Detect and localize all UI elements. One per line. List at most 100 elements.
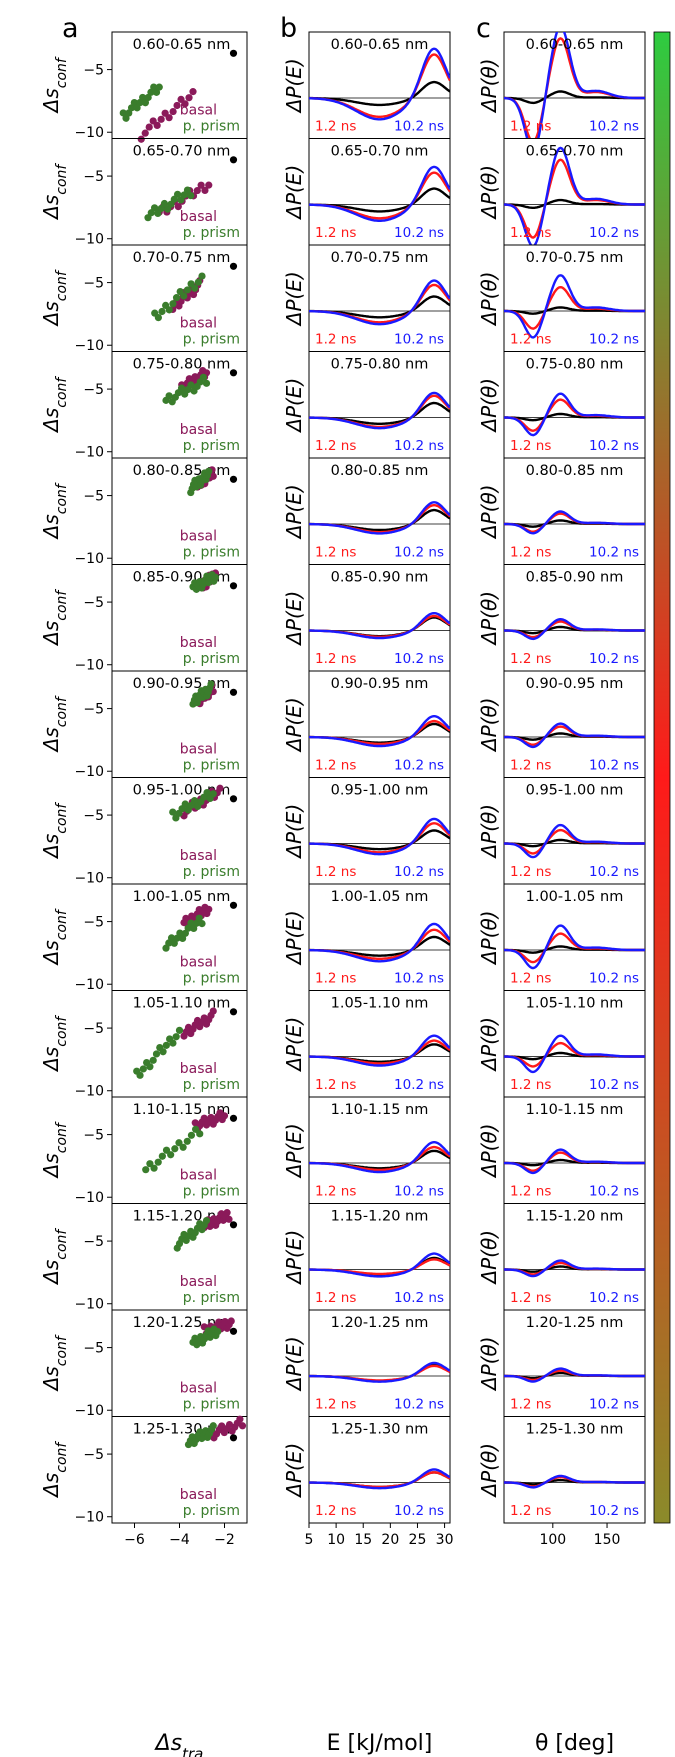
data-point (209, 472, 217, 480)
y-tick-label: −10 (74, 338, 104, 354)
y-axis-label: ΔP(θ) (477, 804, 501, 860)
annotation-late: 10.2 ns (589, 545, 639, 561)
blue-curve (504, 1367, 645, 1383)
black-curve (309, 508, 450, 532)
annotation-late: 10.2 ns (589, 1077, 639, 1093)
legend-prism: p. prism (183, 225, 240, 241)
legend-basal: basal (180, 316, 217, 332)
data-point (191, 284, 199, 292)
annotation-early: 1.2 ns (315, 758, 356, 774)
data-point (162, 1146, 171, 1154)
angle-subplot: 1.15-1.20 nm 1.2 ns 10.2 ns ΔP(θ) (477, 1203, 646, 1311)
y-axis-label: ΔP(θ) (477, 165, 501, 221)
y-axis-label: ΔP(E) (282, 1123, 306, 1179)
angle-subplot: 0.90-0.95 nm 1.2 ns 10.2 ns ΔP(θ) (477, 670, 646, 778)
data-point (155, 83, 163, 91)
curve-area (504, 1148, 645, 1175)
data-point (211, 573, 220, 581)
data-point (174, 203, 182, 211)
reference-point (229, 49, 238, 57)
annotation-late: 10.2 ns (394, 545, 444, 561)
data-point (142, 1166, 150, 1174)
annotation-early: 1.2 ns (510, 545, 551, 561)
angle-subplot: 1.00-1.05 nm 1.2 ns 10.2 ns ΔP(θ) (477, 883, 646, 991)
legend-basal: basal (180, 1061, 217, 1077)
data-point (119, 109, 127, 117)
legend-basal: basal (180, 1487, 217, 1503)
curve-area (309, 1034, 450, 1067)
y-tick-label: −10 (74, 764, 104, 780)
y-axis-label: Δsconf (39, 1015, 70, 1073)
black-curve (309, 935, 450, 957)
bin-label: 0.60-0.65 nm (331, 37, 429, 53)
black-curve (309, 80, 450, 107)
bin-label: 1.20-1.25 nm (526, 1315, 624, 1331)
data-point (181, 800, 189, 808)
legend-prism: p. prism (183, 119, 240, 135)
y-axis-label: ΔP(E) (282, 1017, 306, 1073)
data-point (203, 788, 211, 797)
blue-curve (309, 817, 450, 856)
y-axis-label: ΔP(θ) (477, 1336, 501, 1392)
bin-label: 0.80-0.85 nm (526, 463, 624, 479)
data-point (158, 307, 166, 316)
y-axis-label: ΔP(E) (282, 271, 306, 327)
blue-curve (309, 391, 450, 430)
annotation-early: 1.2 ns (510, 1290, 551, 1306)
y-axis-label: ΔP(E) (282, 910, 306, 966)
data-point (195, 914, 203, 922)
legend-prism: p. prism (183, 438, 240, 454)
x-tick-label: 30 (436, 1532, 454, 1548)
x-axis-label: Δstra (154, 1731, 204, 1757)
annotation-late: 10.2 ns (394, 1503, 444, 1519)
legend-prism: p. prism (183, 758, 240, 774)
red-curve (504, 285, 645, 330)
y-axis-label: ΔP(θ) (477, 378, 501, 434)
data-point (220, 1112, 229, 1120)
curve-area (504, 1474, 645, 1489)
bin-label: 0.70-0.75 nm (331, 250, 429, 266)
reference-point (229, 1008, 238, 1016)
data-point (169, 1039, 177, 1047)
curve-area (309, 715, 450, 748)
data-point (136, 1071, 144, 1079)
data-point (183, 186, 192, 194)
y-tick-label: −10 (74, 1084, 104, 1100)
red-curve (309, 1471, 450, 1489)
bin-label: 0.95-1.00 nm (526, 783, 624, 799)
data-point (205, 905, 213, 913)
bin-label: 0.95-1.00 nm (331, 783, 429, 799)
data-point (207, 680, 215, 688)
y-tick-label: −5 (83, 63, 104, 79)
data-point (165, 392, 173, 400)
data-point (225, 1215, 233, 1223)
y-tick-label: −5 (83, 276, 104, 292)
blue-curve (504, 1148, 645, 1175)
bin-label: 1.15-1.20 nm (331, 1209, 429, 1225)
bin-label: 0.80-0.85 nm (331, 463, 429, 479)
y-axis-label: Δsconf (39, 56, 70, 114)
y-tick-label: −10 (74, 445, 104, 461)
data-point (159, 1048, 167, 1056)
data-point (157, 115, 165, 123)
y-axis-label: Δsconf (39, 269, 70, 327)
blue-curve (309, 1361, 450, 1383)
y-axis-label: ΔP(θ) (477, 1123, 501, 1179)
y-tick-label: −5 (83, 808, 104, 824)
data-point (187, 1131, 196, 1139)
data-point (223, 1209, 231, 1217)
angle-subplot: 0.60-0.65 nm 1.2 ns 10.2 ns ΔP(θ) (477, 31, 646, 139)
annotation-late: 10.2 ns (589, 971, 639, 987)
curve-area (309, 279, 450, 326)
data-point (139, 93, 147, 102)
reference-point (229, 795, 238, 803)
blue-curve (504, 1259, 645, 1278)
legend-prism: p. prism (183, 864, 240, 880)
data-point (137, 135, 145, 143)
data-point (130, 98, 138, 107)
energy-subplot: 1.05-1.10 nm 1.2 ns 10.2 ns ΔP(E) (282, 990, 451, 1098)
red-curve (309, 1258, 450, 1276)
